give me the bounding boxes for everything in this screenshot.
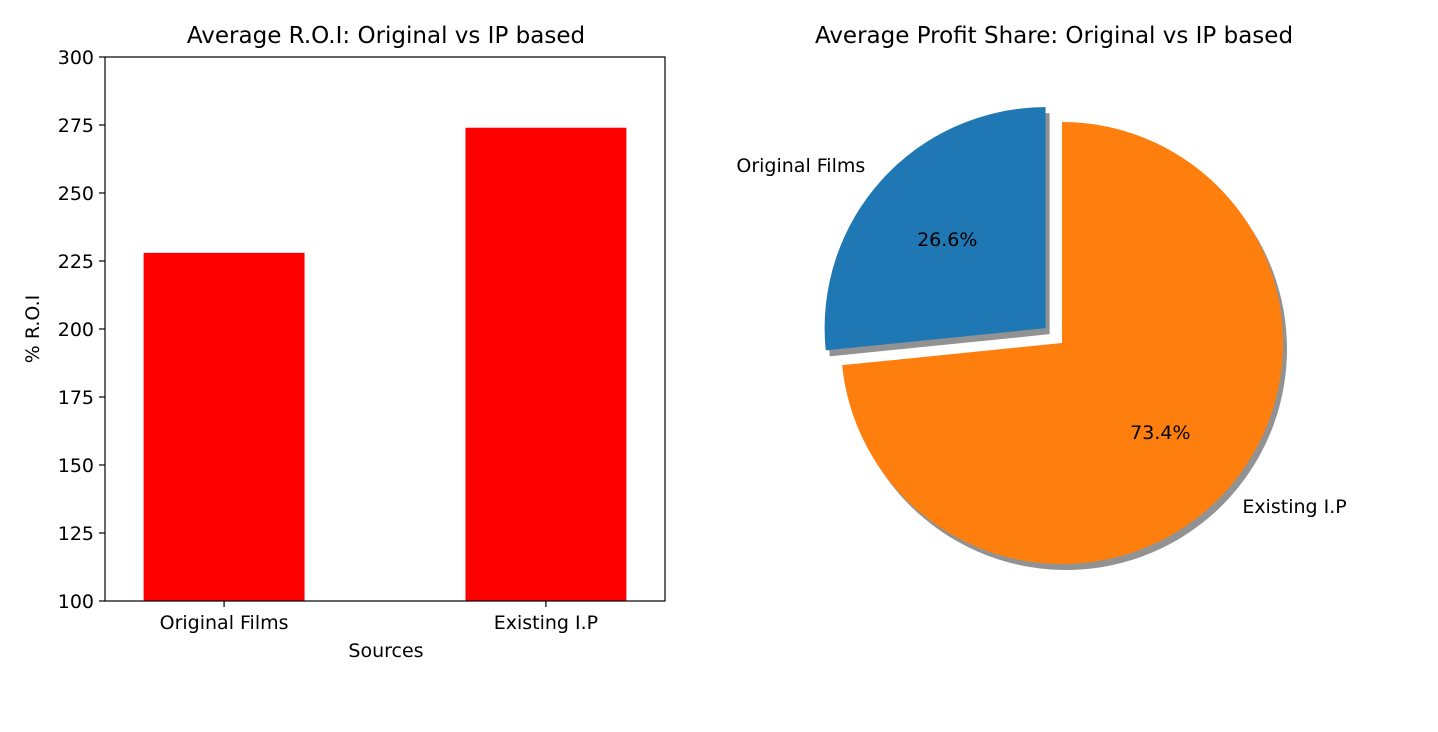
bar-x-tick-label: Existing I.P xyxy=(494,612,598,634)
bar-y-tick-label: 125 xyxy=(58,523,94,545)
bar-y-tick-label: 175 xyxy=(58,387,94,409)
bar-y-tick-label: 225 xyxy=(58,251,94,273)
pie-chart-title: Average Profit Share: Original vs IP bas… xyxy=(815,23,1293,49)
bar-y-tick-label: 150 xyxy=(58,455,94,477)
bar-existing-ip xyxy=(465,128,626,601)
pie-category-label: Existing I.P xyxy=(1242,496,1346,518)
bar-chart: Average R.O.I: Original vs IP based 1001… xyxy=(22,23,665,662)
bar-original-films xyxy=(144,253,305,601)
bar-series xyxy=(144,128,627,601)
bar-y-tick-label: 300 xyxy=(58,47,94,69)
bar-x-tick-label: Original Films xyxy=(160,612,289,634)
pie-slices xyxy=(825,107,1283,564)
bar-chart-title: Average R.O.I: Original vs IP based xyxy=(187,23,585,49)
bar-y-tick-label: 100 xyxy=(58,591,94,613)
bar-y-tick-label: 200 xyxy=(58,319,94,341)
pie-category-label: Original Films xyxy=(736,155,865,177)
bar-y-axis: 100 125 150 175 200 225 250 275 300 xyxy=(58,47,105,613)
pie-percent-label: 73.4% xyxy=(1130,422,1190,444)
pie-chart: Average Profit Share: Original vs IP bas… xyxy=(736,23,1346,570)
bar-x-axis-label: Sources xyxy=(348,640,423,662)
bar-x-axis: Original Films Existing I.P xyxy=(160,601,598,634)
bar-y-tick-label: 250 xyxy=(58,183,94,205)
bar-y-tick-label: 275 xyxy=(58,115,94,137)
bar-y-axis-label: % R.O.I xyxy=(22,295,44,364)
pie-percent-label: 26.6% xyxy=(917,229,977,251)
